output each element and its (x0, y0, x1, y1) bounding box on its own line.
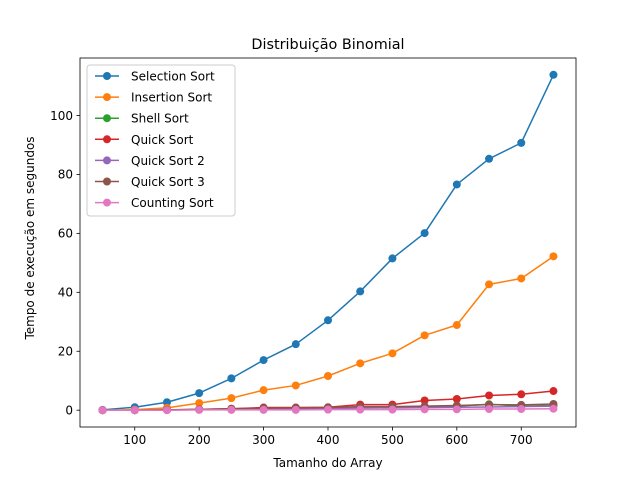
legend-label-selection-sort: Selection Sort (131, 70, 215, 84)
x-tick-label: 600 (445, 433, 468, 447)
x-tick-label: 700 (510, 433, 533, 447)
data-point-insertion-sort (549, 252, 558, 261)
data-point-counting-sort (485, 405, 494, 414)
data-point-counting-sort (420, 405, 429, 414)
data-point-counting-sort (549, 404, 558, 413)
data-point-insertion-sort (195, 399, 204, 408)
legend-label-quick-sort-2: Quick Sort 2 (131, 154, 205, 168)
y-tick-label: 40 (58, 286, 73, 300)
data-point-quick-sort (549, 387, 558, 396)
x-tick-label: 400 (317, 433, 340, 447)
legend-marker-quick-sort-3 (103, 177, 111, 186)
data-point-insertion-sort (291, 381, 300, 390)
data-point-selection-sort (388, 254, 397, 263)
data-point-selection-sort (227, 374, 236, 383)
data-point-selection-sort (162, 398, 171, 407)
data-point-quick-sort (485, 391, 494, 400)
chart-title: Distribuição Binomial (251, 37, 404, 53)
data-point-insertion-sort (485, 280, 494, 289)
data-point-insertion-sort (324, 372, 332, 381)
x-tick-label: 200 (188, 433, 211, 447)
data-point-counting-sort (98, 406, 107, 415)
series-layer (98, 70, 558, 415)
data-point-insertion-sort (388, 349, 397, 358)
data-point-insertion-sort (227, 394, 236, 403)
data-point-selection-sort (324, 316, 332, 325)
y-tick-label: 60 (58, 227, 73, 241)
legend-marker-quick-sort (103, 135, 111, 144)
data-point-counting-sort (259, 405, 268, 414)
legend-label-quick-sort-3: Quick Sort 3 (131, 175, 205, 189)
data-point-counting-sort (162, 406, 171, 415)
legend-label-counting-sort: Counting Sort (131, 196, 214, 210)
data-point-counting-sort (452, 405, 461, 414)
data-point-quick-sort (420, 396, 429, 405)
data-point-insertion-sort (452, 321, 461, 330)
y-tick-label: 20 (58, 345, 73, 359)
axes-layer: 100 200 300 400 500 600 700 0 20 40 60 80 100 (50, 57, 577, 447)
data-point-counting-sort (388, 405, 397, 414)
data-point-insertion-sort (356, 359, 365, 368)
data-point-counting-sort (291, 405, 300, 414)
legend-label-quick-sort: Quick Sort (131, 133, 194, 147)
data-point-insertion-sort (517, 274, 526, 283)
data-point-selection-sort (259, 356, 268, 365)
data-point-selection-sort (517, 138, 526, 147)
data-point-insertion-sort (420, 331, 429, 340)
x-tick-label: 500 (381, 433, 404, 447)
x-axis-label: Tamanho do Array (272, 456, 382, 470)
y-tick-label: 80 (58, 168, 73, 182)
data-point-counting-sort (356, 405, 365, 414)
data-point-selection-sort (195, 389, 204, 398)
legend-label-shell-sort: Shell Sort (131, 112, 189, 126)
data-point-selection-sort (420, 229, 429, 238)
data-point-counting-sort (227, 405, 236, 414)
legend-marker-shell-sort (103, 114, 111, 123)
legend-marker-counting-sort (103, 198, 111, 207)
data-point-quick-sort (452, 395, 461, 403)
legend-marker-quick-sort-2 (103, 156, 111, 165)
x-tick-label: 300 (252, 433, 275, 447)
y-tick-label: 0 (65, 404, 73, 418)
data-point-selection-sort (356, 287, 365, 296)
y-axis-label: Tempo de execução em segundos (23, 136, 37, 340)
data-point-selection-sort (485, 154, 494, 163)
legend-label-insertion-sort: Insertion Sort (131, 91, 212, 105)
y-tick-label: 100 (50, 109, 73, 123)
series-counting-sort (98, 404, 558, 415)
legend-marker-selection-sort (103, 72, 111, 80)
legend-marker-insertion-sort (103, 93, 111, 102)
legend-box (86, 64, 236, 217)
legend: Selection Sort Insertion Sort Shell Sort Qu… (86, 64, 236, 217)
data-point-counting-sort (195, 405, 204, 414)
data-point-counting-sort (517, 405, 526, 414)
data-point-quick-sort (517, 390, 526, 399)
data-point-counting-sort (324, 405, 332, 414)
data-point-counting-sort (130, 406, 139, 415)
data-point-insertion-sort (259, 386, 268, 395)
x-tick-label: 100 (123, 433, 146, 447)
data-point-selection-sort (291, 340, 300, 349)
data-point-selection-sort (549, 70, 558, 79)
data-point-selection-sort (452, 180, 461, 189)
